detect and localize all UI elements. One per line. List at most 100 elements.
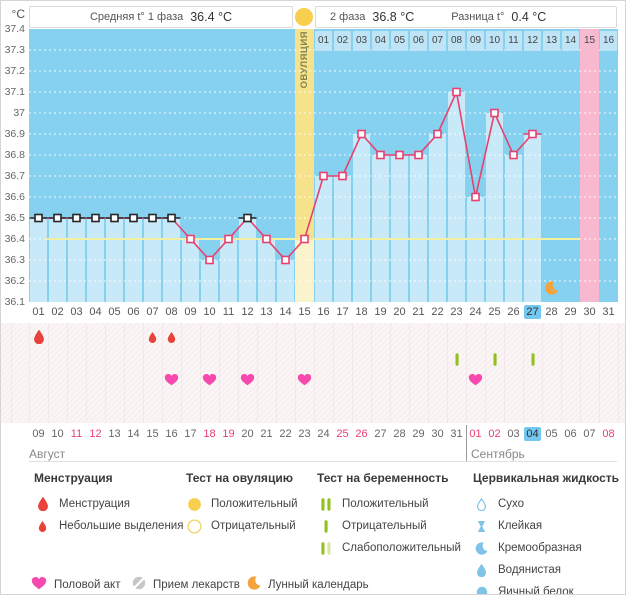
dpo-cell-04[interactable]: 04 (372, 31, 389, 51)
temp-marker-day-11[interactable] (224, 234, 233, 244)
cycle-day-label[interactable]: 13 (260, 306, 273, 318)
calendar-date-label[interactable]: 31 (450, 428, 463, 440)
calendar-date-label[interactable]: 01 (469, 428, 482, 440)
calendar-date-label[interactable]: 05 (545, 428, 558, 440)
cycle-day-label[interactable]: 05 (108, 306, 121, 318)
event-spotting-drop-day-7[interactable] (143, 327, 162, 347)
temp-marker-day-26[interactable] (509, 150, 518, 160)
calendar-date-label[interactable]: 29 (412, 428, 425, 440)
calendar-date-label[interactable]: 11 (70, 428, 83, 440)
cycle-day-label[interactable]: 14 (279, 306, 292, 318)
dpo-cell-08[interactable]: 08 (448, 31, 465, 51)
cycle-day-label[interactable]: 10 (203, 306, 216, 318)
cycle-day-label[interactable]: 19 (374, 306, 387, 318)
dpo-cell-05[interactable]: 05 (391, 31, 408, 51)
cycle-day-label[interactable]: 16 (317, 306, 330, 318)
dpo-cell-10[interactable]: 10 (486, 31, 503, 51)
temp-marker-day-4[interactable] (91, 213, 100, 223)
event-pregnancy-test-negative-day-27[interactable] (523, 349, 542, 369)
temp-marker-day-1[interactable] (34, 213, 43, 223)
cycle-day-label[interactable]: 06 (127, 306, 140, 318)
cycle-day-label[interactable]: 03 (70, 306, 83, 318)
calendar-date-label[interactable]: 18 (203, 428, 216, 440)
events-area[interactable] (1, 323, 625, 423)
event-menstruation-drop-day-1[interactable] (29, 327, 48, 347)
dpo-cell-15[interactable]: 15 (581, 31, 598, 51)
calendar-date-label[interactable]: 08 (602, 428, 615, 440)
calendar-date-label[interactable]: 28 (393, 428, 406, 440)
cycle-day-label[interactable]: 01 (32, 306, 45, 318)
calendar-date-label[interactable]: 23 (298, 428, 311, 440)
temp-marker-day-19[interactable] (376, 150, 385, 160)
temp-marker-day-9[interactable] (186, 234, 195, 244)
calendar-date-label[interactable]: 14 (127, 428, 140, 440)
dpo-cell-01[interactable]: 01 (315, 31, 332, 51)
cycle-day-label[interactable]: 18 (355, 306, 368, 318)
dpo-cell-03[interactable]: 03 (353, 31, 370, 51)
event-pregnancy-test-negative-day-23[interactable] (447, 349, 466, 369)
calendar-date-label[interactable]: 26 (355, 428, 368, 440)
dpo-cell-13[interactable]: 13 (543, 31, 560, 51)
cycle-day-label[interactable]: 20 (393, 306, 406, 318)
calendar-date-label[interactable]: 20 (241, 428, 254, 440)
cycle-day-label[interactable]: 24 (469, 306, 482, 318)
cycle-day-today[interactable]: 27 (523, 305, 542, 319)
temp-marker-day-24[interactable] (471, 192, 480, 202)
calendar-date-label[interactable]: 22 (279, 428, 292, 440)
cycle-day-label[interactable]: 31 (602, 306, 615, 318)
temp-marker-day-14[interactable] (281, 255, 290, 265)
cycle-day-label[interactable]: 22 (431, 306, 444, 318)
dpo-cell-09[interactable]: 09 (467, 31, 484, 51)
temperature-chart[interactable]: 01 02 03 04 05 06 07 08 09 10 11 12 13 14 15 16 ОВУЛЯЦИЯ (29, 29, 618, 302)
cycle-day-label[interactable]: 23 (450, 306, 463, 318)
temp-marker-day-17[interactable] (338, 171, 347, 181)
temp-marker-day-18[interactable] (357, 129, 366, 139)
temp-marker-day-13[interactable] (262, 234, 271, 244)
temp-marker-day-16[interactable] (319, 171, 328, 181)
event-spotting-drop-day-8[interactable] (162, 327, 181, 347)
cycle-day-label[interactable]: 21 (412, 306, 425, 318)
calendar-date-label[interactable]: 07 (583, 428, 596, 440)
temp-marker-day-23[interactable] (452, 87, 461, 97)
cycle-day-label[interactable]: 11 (222, 306, 235, 318)
temp-marker-day-7[interactable] (148, 213, 157, 223)
temp-marker-day-8[interactable] (167, 213, 176, 223)
calendar-date-label[interactable]: 25 (336, 428, 349, 440)
event-intercourse-heart-day-24[interactable] (466, 369, 485, 389)
dpo-cell-07[interactable]: 07 (429, 31, 446, 51)
calendar-date-label[interactable]: 15 (146, 428, 159, 440)
temp-marker-day-25[interactable] (490, 108, 499, 118)
temp-marker-day-3[interactable] (72, 213, 81, 223)
temp-marker-day-12[interactable] (243, 213, 252, 223)
calendar-date-label[interactable]: 06 (564, 428, 577, 440)
calendar-date-label[interactable]: 13 (108, 428, 121, 440)
calendar-date-label[interactable]: 02 (488, 428, 501, 440)
event-pregnancy-test-negative-day-25[interactable] (485, 349, 504, 369)
calendar-date-label[interactable]: 19 (222, 428, 235, 440)
temp-marker-day-22[interactable] (433, 129, 442, 139)
calendar-date-label[interactable]: 16 (165, 428, 178, 440)
dpo-cell-06[interactable]: 06 (410, 31, 427, 51)
temp-marker-day-2[interactable] (53, 213, 62, 223)
event-intercourse-heart-day-12[interactable] (238, 369, 257, 389)
dpo-cell-14[interactable]: 14 (562, 31, 579, 51)
cycle-day-label[interactable]: 07 (146, 306, 159, 318)
calendar-date-label[interactable]: 21 (260, 428, 273, 440)
temp-marker-day-27[interactable] (528, 129, 537, 139)
cycle-day-label[interactable]: 29 (564, 306, 577, 318)
calendar-date-label[interactable]: 24 (317, 428, 330, 440)
cycle-day-label[interactable]: 04 (89, 306, 102, 318)
calendar-date-today[interactable]: 04 (523, 427, 542, 441)
temp-marker-day-15[interactable] (300, 234, 309, 244)
cycle-day-label[interactable]: 26 (507, 306, 520, 318)
cycle-day-label[interactable]: 15 (298, 306, 311, 318)
event-intercourse-heart-day-8[interactable] (162, 369, 181, 389)
cycle-day-label[interactable]: 17 (336, 306, 349, 318)
cycle-day-label[interactable]: 08 (165, 306, 178, 318)
calendar-date-label[interactable]: 03 (507, 428, 520, 440)
temp-marker-day-10[interactable] (205, 255, 214, 265)
cycle-day-label[interactable]: 25 (488, 306, 501, 318)
cycle-day-label[interactable]: 09 (184, 306, 197, 318)
cycle-day-label[interactable]: 28 (545, 306, 558, 318)
dpo-cell-02[interactable]: 02 (334, 31, 351, 51)
